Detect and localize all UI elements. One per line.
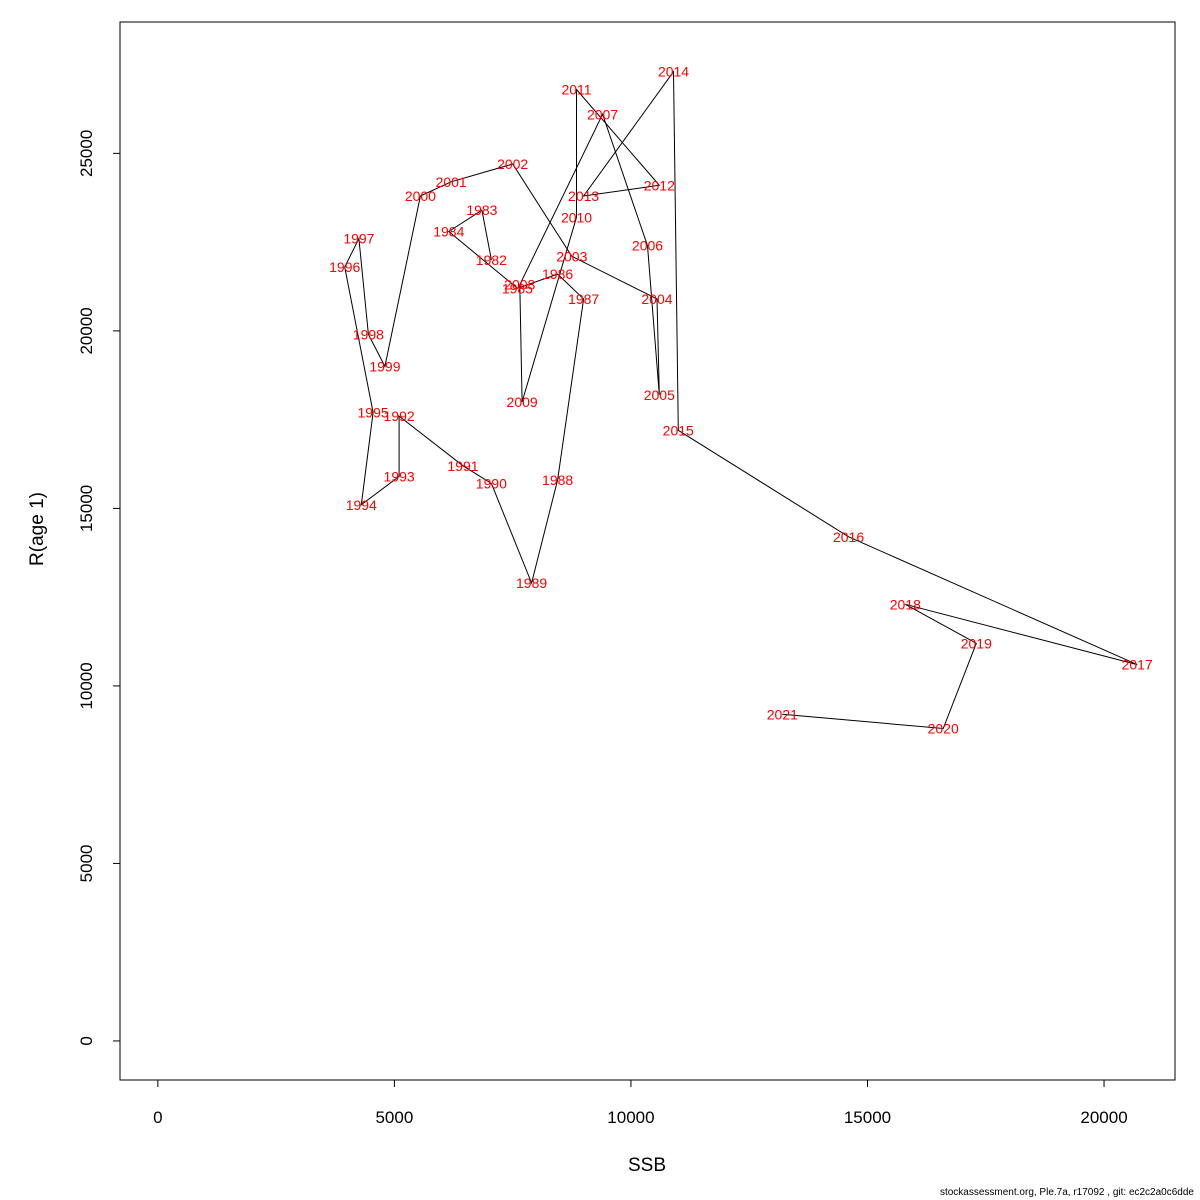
x-axis: 0 5000 10000 15000 20000 — [153, 1079, 1128, 1127]
footer-credit: stockassessment.org, Ple.7a, r17092 , gi… — [939, 1187, 1194, 1198]
point-label-2006: 2006 — [632, 238, 663, 254]
y-tick-label: 5000 — [77, 845, 96, 883]
point-label-2004: 2004 — [641, 291, 672, 307]
point-label-1988: 1988 — [542, 472, 573, 488]
point-label-2020: 2020 — [928, 721, 959, 737]
point-label-2005: 2005 — [644, 387, 675, 403]
point-label-1995: 1995 — [358, 405, 389, 421]
point-label-1983: 1983 — [466, 202, 497, 218]
point-label-2021: 2021 — [767, 706, 798, 722]
x-tick-label: 5000 — [375, 1108, 413, 1127]
y-tick-label: 25000 — [77, 130, 96, 177]
point-label-2017: 2017 — [1122, 657, 1153, 673]
point-label-2011: 2011 — [561, 81, 591, 97]
point-label-2016: 2016 — [833, 529, 864, 545]
y-axis: 0 5000 10000 15000 20000 25000 — [77, 130, 121, 1046]
point-label-2018: 2018 — [890, 596, 921, 612]
point-label-2010: 2010 — [561, 209, 592, 225]
point-label-2001: 2001 — [436, 174, 467, 190]
y-tick-label: 20000 — [77, 307, 96, 354]
y-tick-label: 15000 — [77, 485, 96, 532]
point-label-1991: 1991 — [447, 458, 478, 474]
point-label-2008: 2008 — [504, 277, 535, 293]
point-label-1998: 1998 — [353, 326, 384, 342]
ssb-recruitment-trajectory-line — [344, 70, 1138, 730]
point-label-1986: 1986 — [542, 266, 573, 282]
point-label-2007: 2007 — [587, 106, 618, 122]
y-tick-label: 10000 — [77, 662, 96, 709]
point-label-2015: 2015 — [663, 422, 694, 438]
point-label-1992: 1992 — [384, 408, 415, 424]
point-label-2000: 2000 — [405, 188, 436, 204]
point-label-2013: 2013 — [568, 188, 599, 204]
x-tick-label: 20000 — [1080, 1108, 1127, 1127]
point-label-1997: 1997 — [343, 231, 374, 247]
point-label-1996: 1996 — [329, 259, 360, 275]
point-label-2012: 2012 — [644, 177, 675, 193]
y-tick-label: 0 — [77, 1036, 96, 1045]
point-label-1987: 1987 — [568, 291, 599, 307]
point-label-1989: 1989 — [516, 575, 547, 591]
point-label-2019: 2019 — [961, 635, 992, 651]
point-label-2009: 2009 — [507, 394, 538, 410]
point-label-1993: 1993 — [384, 468, 415, 484]
point-label-1985: 1985 — [502, 280, 533, 296]
point-label-2002: 2002 — [497, 156, 528, 172]
x-tick-label: 10000 — [607, 1108, 654, 1127]
point-label-2003: 2003 — [556, 248, 587, 264]
point-label-1999: 1999 — [369, 358, 400, 374]
point-label-2014: 2014 — [658, 64, 689, 80]
x-tick-label: 0 — [153, 1108, 162, 1127]
point-label-1982: 1982 — [476, 252, 507, 268]
point-label-1990: 1990 — [476, 476, 507, 492]
x-tick-label: 15000 — [844, 1108, 891, 1127]
y-axis-title: R(age 1) — [27, 492, 48, 566]
point-label-1994: 1994 — [346, 497, 377, 513]
point-label-1984: 1984 — [433, 223, 464, 239]
x-axis-title: SSB — [628, 1155, 666, 1176]
